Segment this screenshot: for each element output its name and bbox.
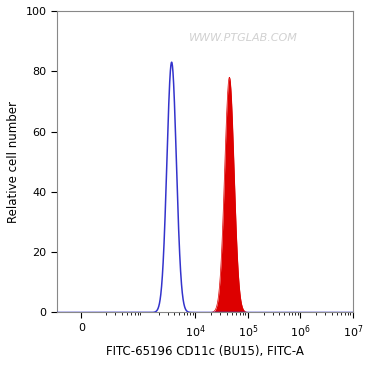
Y-axis label: Relative cell number: Relative cell number bbox=[7, 101, 20, 223]
Text: WWW.PTGLAB.COM: WWW.PTGLAB.COM bbox=[189, 33, 298, 43]
X-axis label: FITC-65196 CD11c (BU15), FITC-A: FITC-65196 CD11c (BU15), FITC-A bbox=[106, 345, 304, 358]
